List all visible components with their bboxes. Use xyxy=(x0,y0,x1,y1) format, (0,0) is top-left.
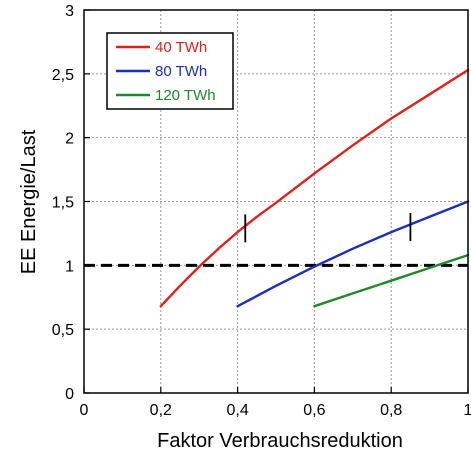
y-tick-label: 0,5 xyxy=(52,322,74,339)
x-tick-label: 0 xyxy=(80,402,89,419)
series-line-3 xyxy=(313,253,470,308)
y-tick-label: 2 xyxy=(65,131,74,148)
y-axis-title: EE Energie/Last xyxy=(18,129,40,274)
legend-label: 80 TWh xyxy=(155,63,207,80)
legend-label: 120 TWh xyxy=(155,87,216,104)
legend-label: 40 TWh xyxy=(155,39,207,56)
x-tick-label: 0,6 xyxy=(303,402,325,419)
legend: 40 TWh 80 TWh 120 TWh xyxy=(106,32,234,110)
x-tick-label: 1 xyxy=(464,402,471,419)
series-line-1 xyxy=(159,68,470,308)
series-group xyxy=(159,68,470,308)
y-tick-label: 1 xyxy=(65,258,74,275)
x-tick-label: 0,4 xyxy=(226,402,248,419)
axis-ticks: 0 0,2 0,4 0,6 0,8 1 0 0,5 1 1,5 2 2,5 3 xyxy=(52,3,471,419)
legend-items: 40 TWh 80 TWh 120 TWh xyxy=(116,39,216,104)
x-tick-label: 0,8 xyxy=(380,402,402,419)
marker-group xyxy=(244,213,412,243)
x-axis-title: Faktor Verbrauchsreduktion xyxy=(157,430,403,452)
y-tick-label: 3 xyxy=(65,3,74,20)
y-tick-label: 1,5 xyxy=(52,195,74,212)
x-tick-label: 0,2 xyxy=(150,402,172,419)
y-tick-label: 0 xyxy=(65,386,74,403)
y-tick-label: 2,5 xyxy=(52,67,74,84)
series-line-2 xyxy=(236,200,470,308)
